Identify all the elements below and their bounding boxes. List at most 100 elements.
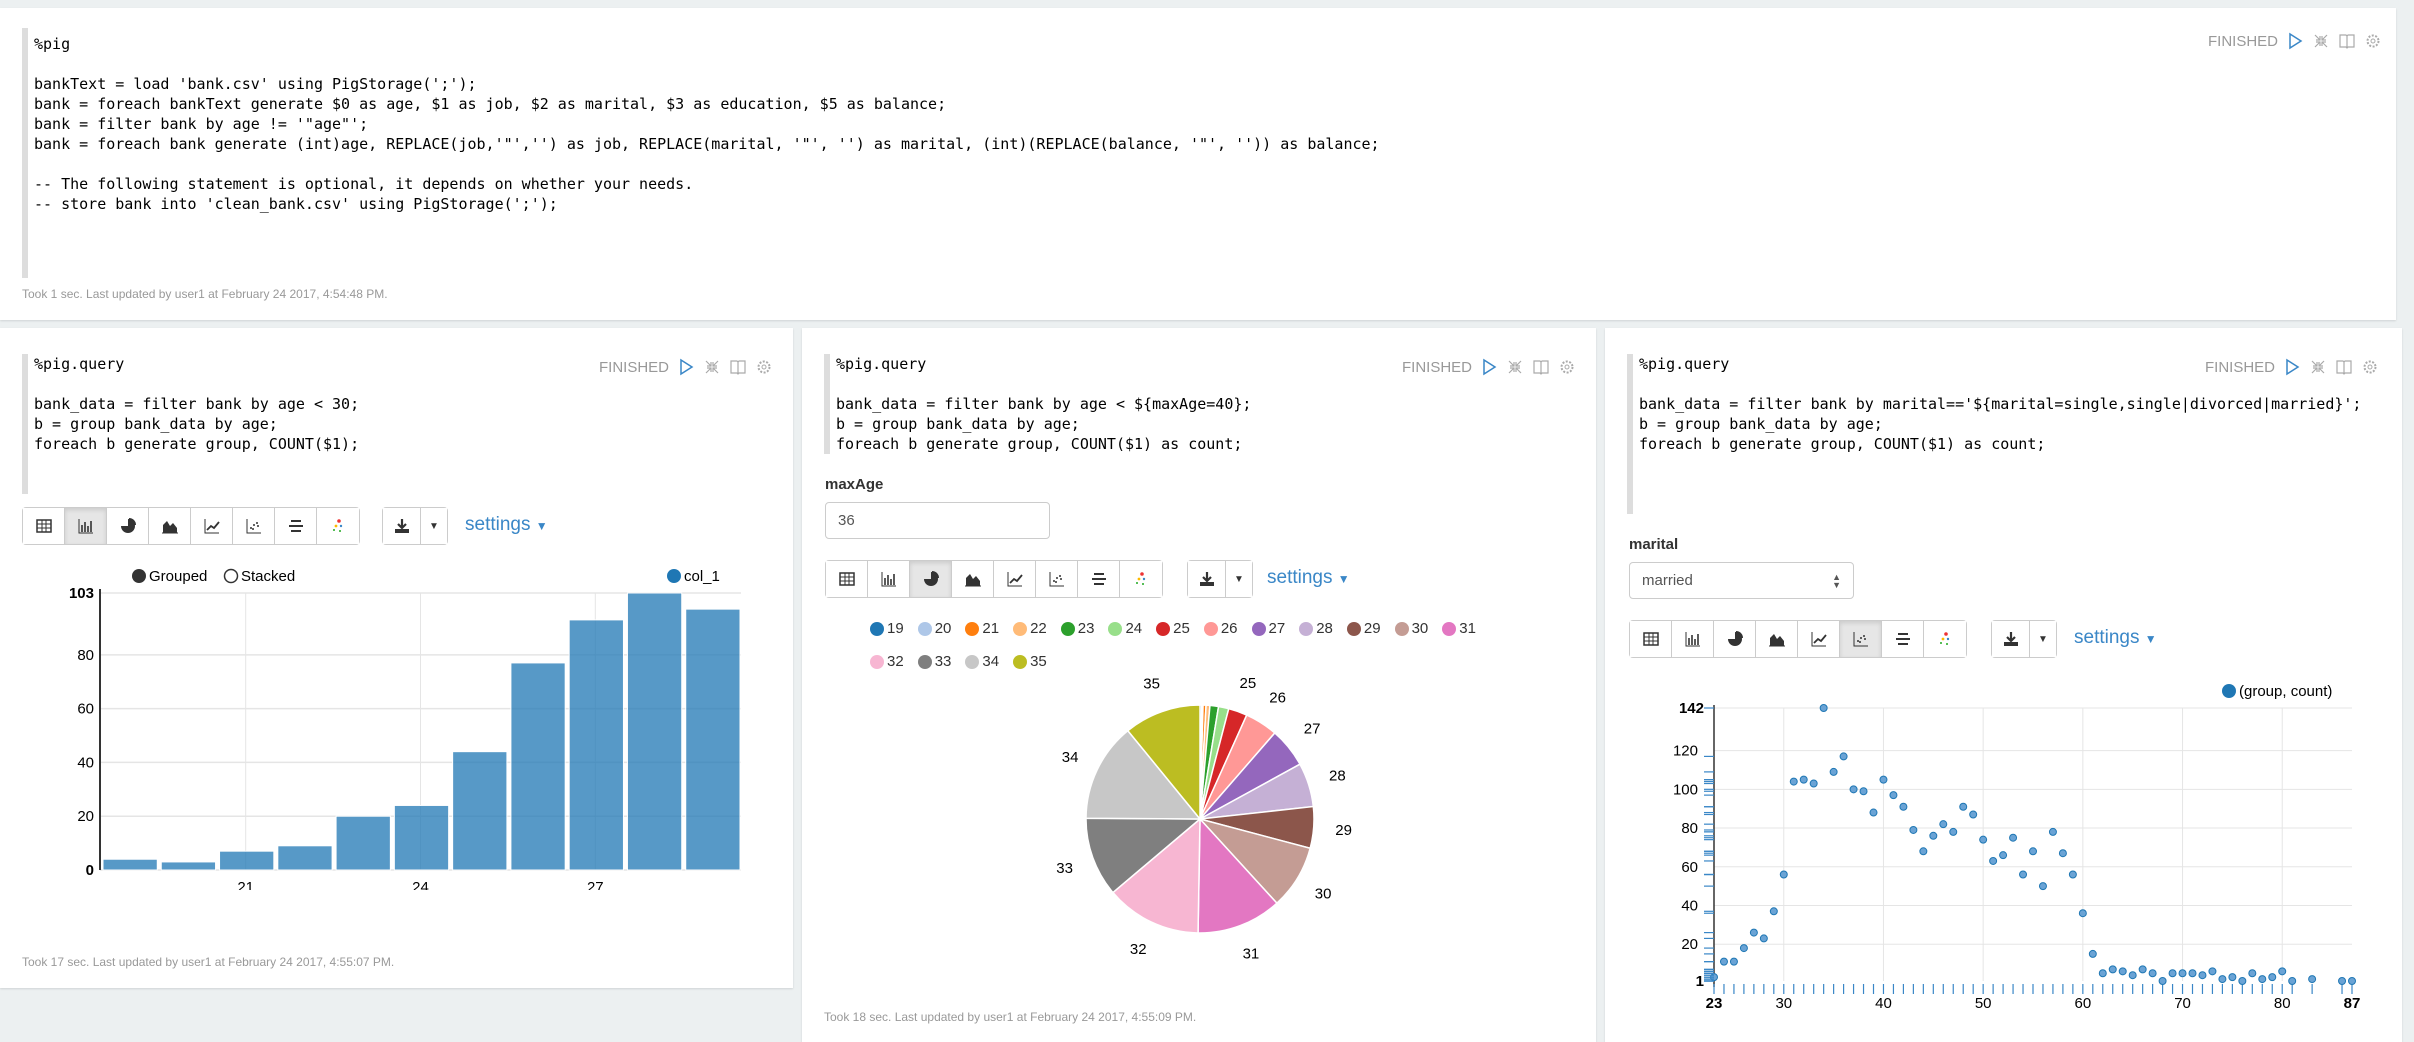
scatter-point[interactable]: [1909, 825, 1918, 834]
scatter-point[interactable]: [2268, 973, 2277, 982]
book-icon[interactable]: [2335, 358, 2353, 376]
legend-item[interactable]: 21: [965, 620, 999, 637]
scatter-point[interactable]: [1719, 957, 1728, 966]
book-icon[interactable]: [1532, 358, 1550, 376]
scatter-point[interactable]: [2128, 971, 2137, 980]
scatter-point[interactable]: [1789, 777, 1798, 786]
legend-grouped-radio[interactable]: [132, 569, 146, 583]
bar[interactable]: [102, 858, 158, 871]
scatter-point[interactable]: [1899, 802, 1908, 811]
collapse-icon[interactable]: [703, 358, 721, 376]
code-editor[interactable]: %pig.query bank_data = filter bank by age…: [22, 354, 359, 494]
scatter-point[interactable]: [1859, 787, 1868, 796]
legend-item[interactable]: 35: [1013, 653, 1047, 670]
scatter-point[interactable]: [2019, 870, 2028, 879]
maxage-input[interactable]: 36: [825, 502, 1050, 539]
scatter-point[interactable]: [1849, 785, 1858, 794]
scatter-point[interactable]: [1869, 808, 1878, 817]
legend-item[interactable]: 20: [917, 620, 951, 637]
legend-item[interactable]: 26: [1203, 620, 1238, 637]
collapse-icon[interactable]: [2309, 358, 2327, 376]
view-pie-chart-button[interactable]: [1714, 621, 1756, 657]
scatter-point[interactable]: [1979, 835, 1988, 844]
legend-item[interactable]: 19: [870, 620, 904, 637]
view-line-chart-button[interactable]: [191, 508, 233, 544]
view-scatter-chart-button[interactable]: [1840, 621, 1882, 657]
legend-series-marker[interactable]: [667, 569, 681, 583]
scatter-point[interactable]: [1969, 810, 1978, 819]
view-table-button[interactable]: [1630, 621, 1672, 657]
scatter-point[interactable]: [1819, 704, 1828, 712]
scatter-point[interactable]: [1879, 775, 1888, 784]
download-button[interactable]: [1188, 561, 1226, 597]
scatter-point[interactable]: [2048, 827, 2057, 836]
scatter-point[interactable]: [1839, 752, 1848, 761]
view-network-button[interactable]: [1882, 621, 1924, 657]
bar[interactable]: [393, 804, 450, 871]
bar[interactable]: [685, 608, 741, 871]
legend-item[interactable]: 29: [1346, 620, 1381, 637]
scatter-point[interactable]: [2338, 977, 2347, 985]
scatter-point[interactable]: [2248, 969, 2257, 978]
collapse-icon[interactable]: [2312, 32, 2330, 50]
view-table-button[interactable]: [23, 508, 65, 544]
scatter-point[interactable]: [1999, 851, 2008, 860]
scatter-point[interactable]: [2238, 977, 2247, 985]
legend-item[interactable]: 28: [1299, 620, 1333, 637]
bar[interactable]: [277, 845, 333, 871]
book-icon[interactable]: [2338, 32, 2356, 50]
scatter-point[interactable]: [1829, 767, 1838, 776]
scatter-point[interactable]: [1889, 791, 1898, 800]
scatter-point[interactable]: [1749, 928, 1758, 937]
download-options-button[interactable]: ▼: [2030, 621, 2056, 657]
bar[interactable]: [510, 662, 566, 871]
view-line-chart-button[interactable]: [1798, 621, 1840, 657]
legend-item[interactable]: 32: [870, 653, 904, 670]
scatter-point[interactable]: [2188, 969, 2197, 978]
scatter-point[interactable]: [2098, 969, 2107, 978]
run-icon[interactable]: [2286, 32, 2304, 50]
scatter-point[interactable]: [2168, 969, 2177, 978]
scatter-point[interactable]: [2118, 967, 2127, 976]
download-options-button[interactable]: ▼: [421, 508, 447, 544]
scatter-point[interactable]: [2138, 965, 2147, 974]
view-area-chart-button[interactable]: [1756, 621, 1798, 657]
view-helium-button[interactable]: [1120, 561, 1162, 597]
scatter-point[interactable]: [2148, 969, 2157, 978]
scatter-point[interactable]: [2108, 965, 2117, 974]
view-line-chart-button[interactable]: [994, 561, 1036, 597]
scatter-point[interactable]: [2278, 967, 2287, 976]
scatter-point[interactable]: [2308, 975, 2317, 984]
code-editor[interactable]: %pig bankText = load 'bank.csv' using Pig…: [22, 28, 1380, 278]
collapse-icon[interactable]: [1506, 358, 1524, 376]
legend-item[interactable]: 30: [1394, 620, 1428, 637]
scatter-point[interactable]: [1939, 820, 1948, 829]
legend-item[interactable]: 22: [1013, 620, 1047, 637]
view-pie-chart-button[interactable]: [107, 508, 149, 544]
legend-series-marker[interactable]: [2222, 684, 2236, 698]
scatter-point[interactable]: [1739, 944, 1748, 953]
view-table-button[interactable]: [826, 561, 868, 597]
scatter-point[interactable]: [2158, 977, 2167, 985]
view-helium-button[interactable]: [1924, 621, 1966, 657]
scatter-point[interactable]: [2258, 975, 2267, 984]
scatter-point[interactable]: [2208, 967, 2217, 976]
gear-icon[interactable]: [755, 358, 773, 376]
book-icon[interactable]: [729, 358, 747, 376]
scatter-point[interactable]: [2058, 849, 2067, 858]
bar[interactable]: [452, 751, 508, 871]
legend-item[interactable]: 25: [1156, 620, 1190, 637]
view-network-button[interactable]: [1078, 561, 1120, 597]
scatter-point[interactable]: [1759, 934, 1768, 943]
bar[interactable]: [335, 815, 391, 871]
legend-item[interactable]: 23: [1060, 620, 1094, 637]
pie-slice[interactable]: [1085, 817, 1203, 894]
view-bar-chart-button[interactable]: [1672, 621, 1714, 657]
bar[interactable]: [568, 619, 624, 871]
scatter-point[interactable]: [2228, 973, 2237, 982]
legend-item[interactable]: 33: [917, 653, 951, 670]
scatter-point[interactable]: [1989, 856, 1998, 865]
view-bar-chart-button[interactable]: [868, 561, 910, 597]
run-icon[interactable]: [2283, 358, 2301, 376]
settings-dropdown[interactable]: settings ▼: [465, 514, 548, 536]
